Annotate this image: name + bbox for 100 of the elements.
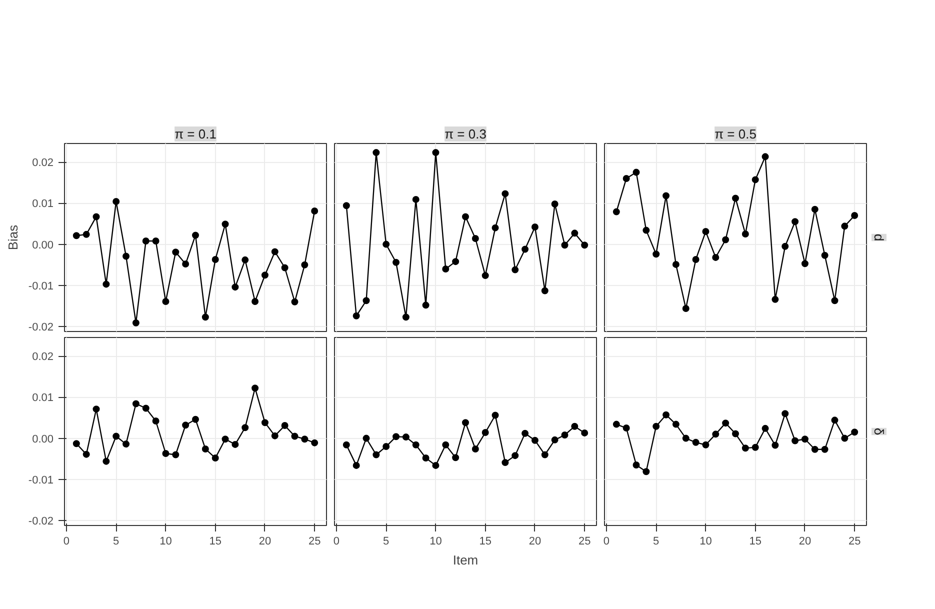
- point: [772, 442, 779, 449]
- y-tick-label: -0.01: [28, 474, 54, 486]
- point: [301, 436, 308, 443]
- x-tick-label: 5: [383, 536, 390, 548]
- point: [531, 224, 538, 231]
- point: [162, 298, 170, 305]
- point: [672, 260, 680, 268]
- point: [422, 302, 430, 309]
- point: [382, 443, 390, 450]
- point: [212, 256, 219, 264]
- y2-axis-title: d: [872, 234, 886, 242]
- point: [342, 441, 350, 448]
- point: [281, 264, 288, 272]
- point: [492, 412, 499, 419]
- point: [82, 450, 90, 458]
- point: [551, 200, 558, 208]
- point: [252, 298, 259, 305]
- point: [732, 194, 739, 202]
- point: [212, 454, 219, 462]
- point: [492, 224, 499, 232]
- point: [291, 432, 298, 440]
- chart-title: π = 0.5: [714, 126, 756, 142]
- point: [412, 441, 420, 448]
- point: [652, 422, 660, 430]
- point: [712, 430, 720, 438]
- point: [112, 198, 120, 205]
- point: [452, 258, 460, 266]
- point: [682, 434, 690, 442]
- point: [752, 176, 759, 184]
- point: [692, 256, 700, 264]
- point: [482, 272, 489, 280]
- point: [172, 451, 180, 458]
- point: [291, 298, 298, 306]
- x-tick-label: 20: [798, 536, 812, 548]
- point: [752, 444, 759, 451]
- point: [541, 287, 548, 294]
- point: [452, 454, 460, 462]
- point: [462, 213, 469, 220]
- point: [402, 434, 410, 441]
- point: [311, 207, 318, 214]
- point: [702, 228, 710, 236]
- point: [122, 440, 130, 448]
- point: [531, 436, 538, 444]
- point: [722, 236, 730, 244]
- point: [432, 462, 440, 469]
- x-axis-title: Item: [452, 552, 478, 568]
- point: [442, 441, 450, 448]
- point: [271, 432, 278, 440]
- point: [662, 192, 670, 200]
- point: [571, 230, 578, 237]
- point: [792, 218, 799, 226]
- point: [222, 220, 229, 228]
- point: [232, 284, 239, 291]
- point: [821, 252, 828, 259]
- point: [412, 196, 420, 203]
- point: [762, 424, 769, 432]
- point: [581, 242, 588, 249]
- point: [632, 462, 640, 469]
- point: [362, 297, 370, 304]
- y-tick-label: 0.01: [32, 198, 54, 210]
- point: [522, 246, 529, 253]
- point: [831, 297, 838, 304]
- point: [152, 238, 160, 244]
- point: [782, 242, 789, 250]
- point: [632, 168, 640, 176]
- y-tick-label: -0.02: [28, 322, 54, 334]
- point: [202, 314, 209, 321]
- y2-axis-title: δ: [872, 428, 886, 436]
- point: [851, 212, 858, 219]
- point: [612, 420, 620, 428]
- x-tick-label: 15: [209, 536, 222, 548]
- point: [301, 261, 308, 268]
- y-tick-label: 0.02: [32, 157, 54, 170]
- point: [252, 384, 259, 392]
- point: [692, 438, 700, 446]
- point: [782, 410, 789, 418]
- point: [242, 424, 249, 432]
- x-tick-label: 10: [430, 536, 442, 548]
- point: [682, 304, 690, 312]
- y-tick-label: 0.00: [32, 433, 54, 446]
- point: [672, 420, 680, 428]
- point: [202, 445, 209, 452]
- point: [792, 437, 799, 444]
- y-axis-title: Bias: [5, 224, 20, 250]
- point: [152, 418, 160, 425]
- point: [432, 149, 440, 156]
- point: [142, 404, 150, 412]
- point: [581, 429, 588, 436]
- point: [732, 430, 739, 438]
- point: [561, 242, 568, 249]
- point: [271, 248, 278, 256]
- point: [622, 424, 630, 432]
- point: [92, 406, 100, 413]
- x-tick-label: 5: [653, 536, 660, 548]
- point: [132, 319, 140, 326]
- point: [372, 451, 380, 458]
- point: [522, 430, 529, 437]
- point: [132, 400, 140, 408]
- point: [342, 202, 350, 210]
- point: [541, 451, 548, 458]
